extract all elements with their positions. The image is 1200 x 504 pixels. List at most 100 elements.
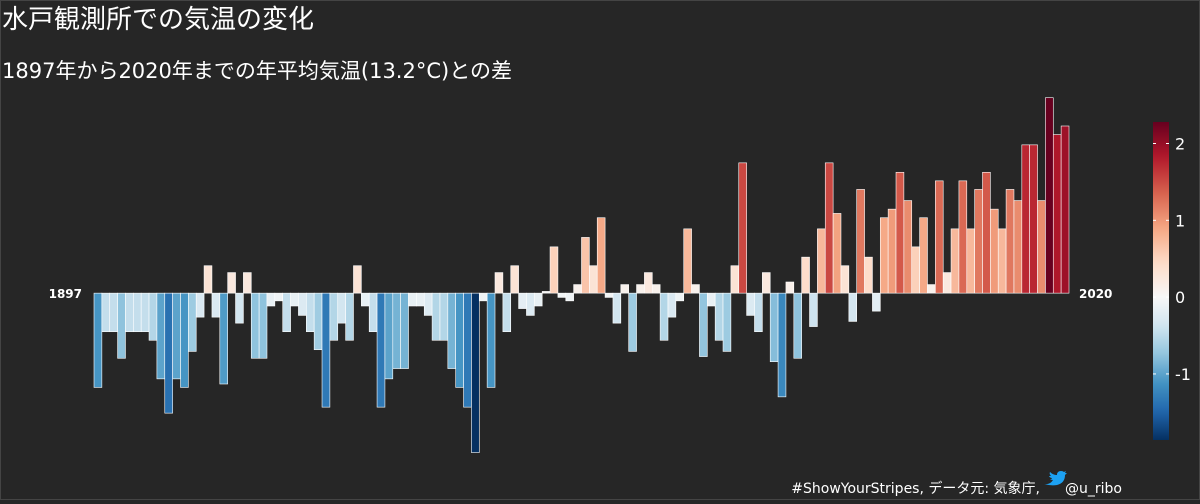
bar (463, 292, 472, 408)
bar (353, 265, 362, 294)
bar (494, 272, 504, 294)
bar (274, 292, 284, 302)
bar (919, 217, 928, 294)
bar (722, 292, 732, 352)
bar (266, 292, 276, 307)
bar (471, 292, 480, 453)
bar (691, 284, 700, 294)
bar (361, 292, 370, 307)
bar (140, 292, 150, 333)
bar (1037, 200, 1046, 294)
bar (384, 292, 394, 380)
bar (785, 281, 795, 294)
bar (219, 292, 228, 385)
bar (486, 292, 496, 388)
bar (376, 292, 386, 408)
bar (769, 292, 779, 363)
bar (400, 292, 409, 369)
bar (565, 292, 574, 302)
bar (942, 272, 952, 294)
bar (180, 292, 189, 388)
bar (990, 208, 999, 294)
bar (258, 292, 268, 359)
bar (416, 292, 425, 307)
bar (714, 292, 724, 341)
bar (439, 292, 449, 341)
chart-subtitle: 1897年から2020年までの年平均気温(13.2°C)との差 (2, 59, 512, 83)
bar (754, 292, 763, 333)
bar (982, 171, 991, 294)
bar (872, 292, 881, 312)
bar (762, 272, 771, 294)
source: #ShowYourStripes, データ元: 気象庁, (791, 480, 1040, 497)
bar (573, 284, 582, 294)
bar (817, 228, 826, 294)
bar (101, 292, 111, 333)
bar (211, 292, 221, 318)
bar (133, 292, 142, 333)
bar (675, 292, 685, 302)
bar (290, 292, 299, 307)
bar (935, 180, 944, 294)
colorbar-tick-label: 1 (1175, 211, 1185, 230)
bar (368, 292, 378, 333)
bar (612, 292, 622, 324)
bar (1005, 189, 1015, 294)
bar (227, 272, 236, 294)
bar (305, 292, 315, 333)
bar (699, 292, 708, 357)
bar (620, 284, 629, 294)
bar (596, 217, 606, 294)
colorbar (1153, 122, 1169, 440)
bar (824, 162, 834, 294)
bar (895, 171, 905, 294)
bar (172, 292, 181, 380)
bar (856, 189, 865, 294)
bar (148, 292, 158, 341)
bar (235, 292, 244, 324)
bar (329, 292, 339, 341)
bar (730, 265, 740, 294)
bar (927, 284, 936, 294)
bar (557, 292, 567, 298)
bar (518, 292, 527, 309)
bar (392, 292, 401, 369)
bar (203, 265, 213, 294)
bar (879, 217, 889, 294)
bar (478, 292, 488, 302)
bar (628, 292, 637, 352)
chart-title: 水戸観測所での気温の変化 (2, 5, 314, 35)
bar (337, 292, 346, 324)
x-tick-label: 2020 (1079, 287, 1112, 301)
bar (1045, 97, 1054, 294)
bar (777, 292, 787, 398)
bar (667, 292, 677, 318)
bar (683, 228, 692, 294)
bar (93, 292, 103, 388)
bar (549, 246, 559, 294)
bar (887, 208, 897, 294)
bar (431, 292, 441, 341)
bar (408, 292, 417, 307)
bar (746, 292, 755, 316)
bar (1052, 134, 1062, 294)
bar (581, 237, 590, 294)
bar (966, 228, 975, 294)
bar (455, 292, 464, 388)
bar (1060, 125, 1070, 294)
bar (636, 284, 645, 294)
bar (541, 291, 551, 294)
bar (738, 162, 747, 294)
bar (958, 180, 968, 294)
bar (313, 292, 323, 351)
bar (997, 228, 1007, 294)
credit: @u_ribo (1065, 481, 1122, 497)
bar (534, 292, 543, 307)
bar (707, 292, 716, 307)
bar (864, 256, 873, 294)
bar (840, 265, 850, 294)
bar (903, 200, 913, 294)
bar (589, 265, 598, 294)
bar (1021, 144, 1030, 294)
